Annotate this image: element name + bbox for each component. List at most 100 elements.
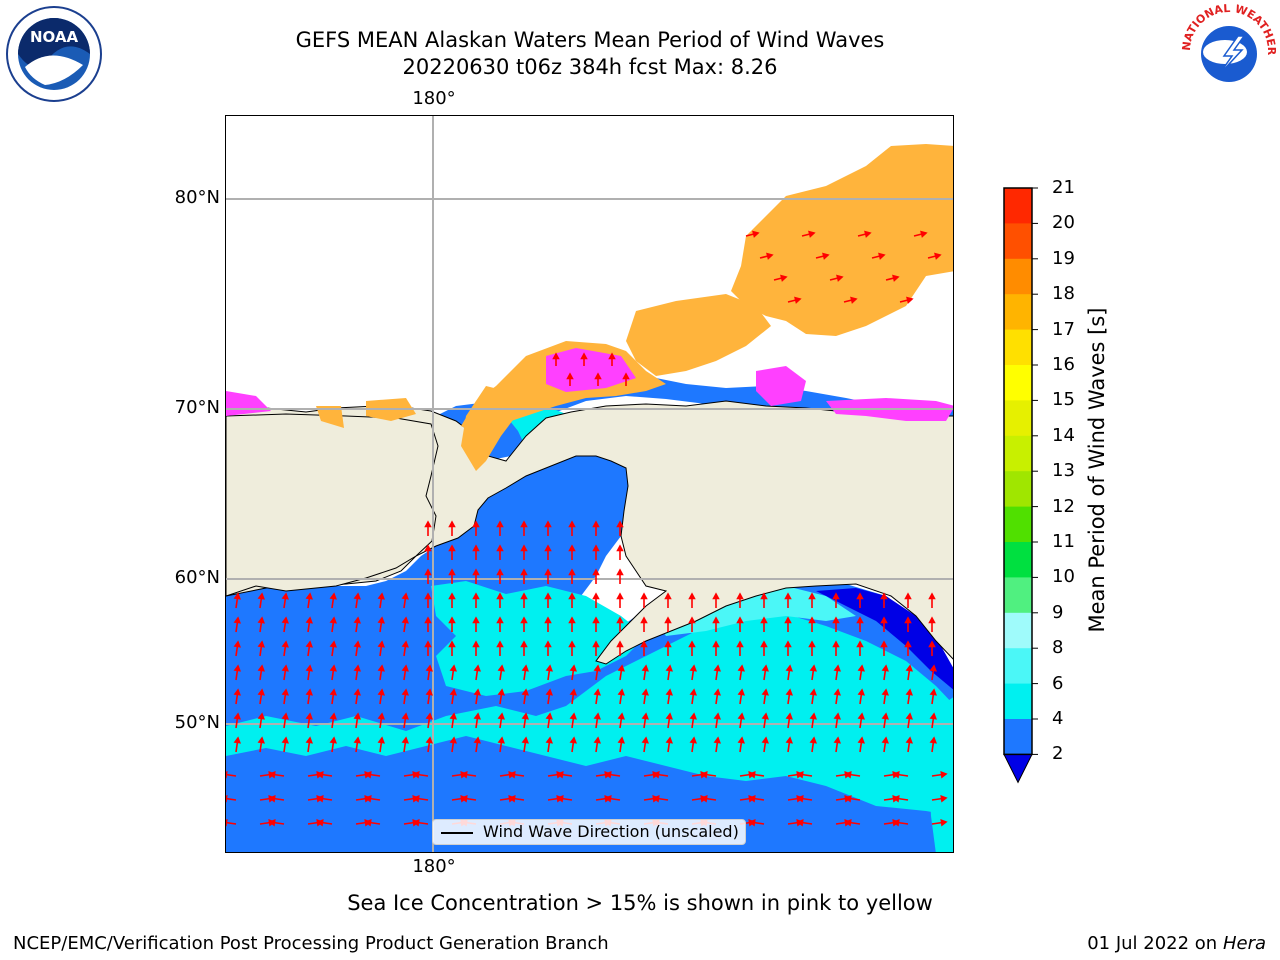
wind-wave-arrowhead bbox=[857, 736, 865, 744]
wind-wave-arrowhead bbox=[552, 352, 560, 360]
wind-wave-arrowhead bbox=[472, 592, 480, 600]
wind-wave-arrowhead bbox=[641, 688, 649, 696]
wind-wave-arrows bbox=[226, 230, 948, 827]
wind-wave-arrowhead bbox=[929, 712, 937, 720]
wind-wave-arrowhead bbox=[857, 712, 865, 720]
wind-wave-arrowhead bbox=[401, 640, 409, 648]
wind-wave-arrowhead bbox=[761, 736, 769, 744]
wind-wave-arrowhead bbox=[640, 592, 648, 600]
wind-wave-arrowhead bbox=[904, 592, 912, 600]
wind-wave-arrowhead bbox=[748, 795, 756, 803]
colorbar-tick-label: 12 bbox=[1052, 495, 1075, 517]
wind-wave-arrowhead bbox=[785, 664, 793, 672]
colorbar-tick-label: 16 bbox=[1052, 354, 1075, 375]
wind-wave-arrowhead bbox=[425, 712, 433, 720]
wind-wave-arrowhead bbox=[472, 640, 480, 648]
wind-wave-arrowhead bbox=[832, 640, 840, 648]
wind-wave-arrowhead bbox=[316, 819, 324, 827]
wind-wave-arrowhead bbox=[473, 736, 481, 744]
wind-wave-arrowhead bbox=[604, 795, 612, 803]
wind-wave-arrowhead bbox=[844, 819, 852, 827]
footer-credit: NCEP/EMC/Verification Post Processing Pr… bbox=[13, 933, 609, 954]
wind-wave-arrowhead bbox=[809, 688, 817, 696]
wind-wave-arrowhead bbox=[329, 640, 337, 648]
wind-wave-arrowhead bbox=[364, 819, 372, 827]
colorbar-segment bbox=[1004, 719, 1032, 755]
wind-wave-arrowhead bbox=[640, 640, 648, 648]
wind-wave-arrowhead bbox=[592, 592, 600, 600]
wind-wave-arrowhead bbox=[640, 616, 648, 624]
wind-wave-arrowhead bbox=[760, 640, 768, 648]
wind-wave-arrowhead bbox=[568, 544, 576, 552]
wind-wave-arrowhead bbox=[857, 688, 865, 696]
wind-wave-arrowhead bbox=[878, 252, 886, 260]
ocean-cyan-area bbox=[226, 614, 953, 816]
wind-wave-arrowhead bbox=[353, 664, 361, 672]
wind-wave-arrowhead bbox=[568, 520, 576, 528]
wind-wave-arrowhead bbox=[496, 640, 504, 648]
wind-wave-arrowhead bbox=[822, 252, 830, 260]
wind-wave-arrowhead bbox=[473, 688, 481, 696]
wind-wave-arrowhead bbox=[904, 616, 912, 624]
wind-wave-arrowhead bbox=[700, 771, 708, 779]
wind-wave-arrowhead bbox=[268, 771, 276, 779]
wind-wave-arrowhead bbox=[448, 616, 456, 624]
colorbar-tick-label: 10 bbox=[1052, 566, 1075, 588]
wind-wave-arrowhead bbox=[688, 592, 696, 600]
wind-wave-arrowhead bbox=[544, 544, 552, 552]
wind-wave-arrowhead bbox=[329, 616, 337, 624]
wind-wave-arrowhead bbox=[784, 640, 792, 648]
wind-wave-arrowhead bbox=[892, 819, 900, 827]
wind-wave-arrow bbox=[226, 797, 237, 801]
wind-wave-arrowhead bbox=[226, 819, 228, 827]
wind-wave-arrowhead bbox=[641, 712, 649, 720]
wind-wave-arrowhead bbox=[412, 819, 420, 827]
wind-wave-arrowhead bbox=[833, 736, 841, 744]
colorbar-segment bbox=[1004, 188, 1032, 224]
wind-wave-arrowhead bbox=[905, 736, 913, 744]
colorbar-tick-label: 6 bbox=[1052, 672, 1064, 694]
colorbar-segment bbox=[1004, 577, 1032, 614]
wind-wave-arrowhead bbox=[881, 736, 889, 744]
wind-wave-arrowhead bbox=[784, 592, 792, 600]
wind-wave-arrowhead bbox=[928, 616, 936, 624]
wind-wave-arrowhead bbox=[472, 544, 480, 552]
wind-wave-arrowhead bbox=[604, 771, 612, 779]
wind-wave-arrowhead bbox=[545, 736, 553, 744]
colorbar-tick-label: 4 bbox=[1052, 708, 1064, 729]
wind-wave-arrowhead bbox=[880, 592, 888, 600]
wind-wave-arrowhead bbox=[569, 688, 577, 696]
wind-wave-arrowhead bbox=[593, 712, 601, 720]
lat-label-60: 60°N bbox=[174, 567, 220, 588]
wind-wave-arrowhead bbox=[233, 712, 241, 720]
wind-wave-arrowhead bbox=[844, 795, 852, 803]
wind-wave-arrowhead bbox=[880, 616, 888, 624]
wind-wave-arrowhead bbox=[544, 640, 552, 648]
wind-wave-arrowhead bbox=[833, 712, 841, 720]
wind-wave-arrowhead bbox=[736, 640, 744, 648]
wind-wave-arrowhead bbox=[545, 688, 553, 696]
wind-wave-arrowhead bbox=[794, 296, 802, 304]
wind-wave-arrowhead bbox=[353, 640, 361, 648]
wind-wave-arrowhead bbox=[736, 616, 744, 624]
wind-wave-arrowhead bbox=[688, 616, 696, 624]
wind-wave-arrowhead bbox=[665, 688, 673, 696]
wind-wave-arrowhead bbox=[305, 688, 313, 696]
wind-wave-arrowhead bbox=[568, 568, 576, 576]
colorbar-tick-label: 11 bbox=[1052, 531, 1075, 552]
colorbar-segment bbox=[1004, 648, 1032, 685]
colorbar-tick-label: 17 bbox=[1052, 318, 1075, 340]
colorbar-tick-label: 18 bbox=[1052, 283, 1075, 305]
wind-wave-arrowhead bbox=[305, 736, 313, 744]
wind-wave-arrowhead bbox=[809, 736, 817, 744]
wind-wave-arrowhead bbox=[424, 568, 432, 576]
wind-wave-arrowhead bbox=[689, 688, 697, 696]
wind-wave-arrowhead bbox=[544, 568, 552, 576]
wind-wave-arrowhead bbox=[401, 736, 409, 744]
wind-wave-arrowhead bbox=[305, 616, 313, 624]
wind-wave-arrowhead bbox=[556, 771, 564, 779]
colorbar-segment bbox=[1004, 258, 1032, 295]
wind-wave-arrowhead bbox=[281, 712, 289, 720]
wind-wave-arrowhead bbox=[712, 616, 720, 624]
wind-wave-arrowhead bbox=[424, 544, 432, 552]
